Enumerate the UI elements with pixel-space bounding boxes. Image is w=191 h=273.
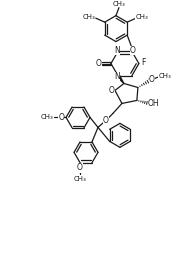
Text: N: N [114, 46, 120, 55]
Text: O: O [96, 59, 102, 68]
Text: O: O [103, 116, 109, 125]
Text: CH₃: CH₃ [136, 14, 149, 20]
Text: O: O [149, 75, 155, 84]
Polygon shape [117, 75, 124, 84]
Text: F: F [142, 58, 146, 67]
Text: CH₃: CH₃ [74, 176, 86, 182]
Text: O: O [109, 86, 115, 95]
Text: CH₃: CH₃ [41, 114, 53, 120]
Text: O: O [130, 46, 136, 55]
Text: O: O [58, 113, 64, 122]
Text: CH₃: CH₃ [112, 1, 125, 7]
Text: CH₃: CH₃ [159, 73, 171, 79]
Text: OH: OH [148, 99, 160, 108]
Text: O: O [77, 163, 83, 172]
Text: CH₃: CH₃ [82, 14, 95, 20]
Text: N: N [114, 72, 120, 81]
